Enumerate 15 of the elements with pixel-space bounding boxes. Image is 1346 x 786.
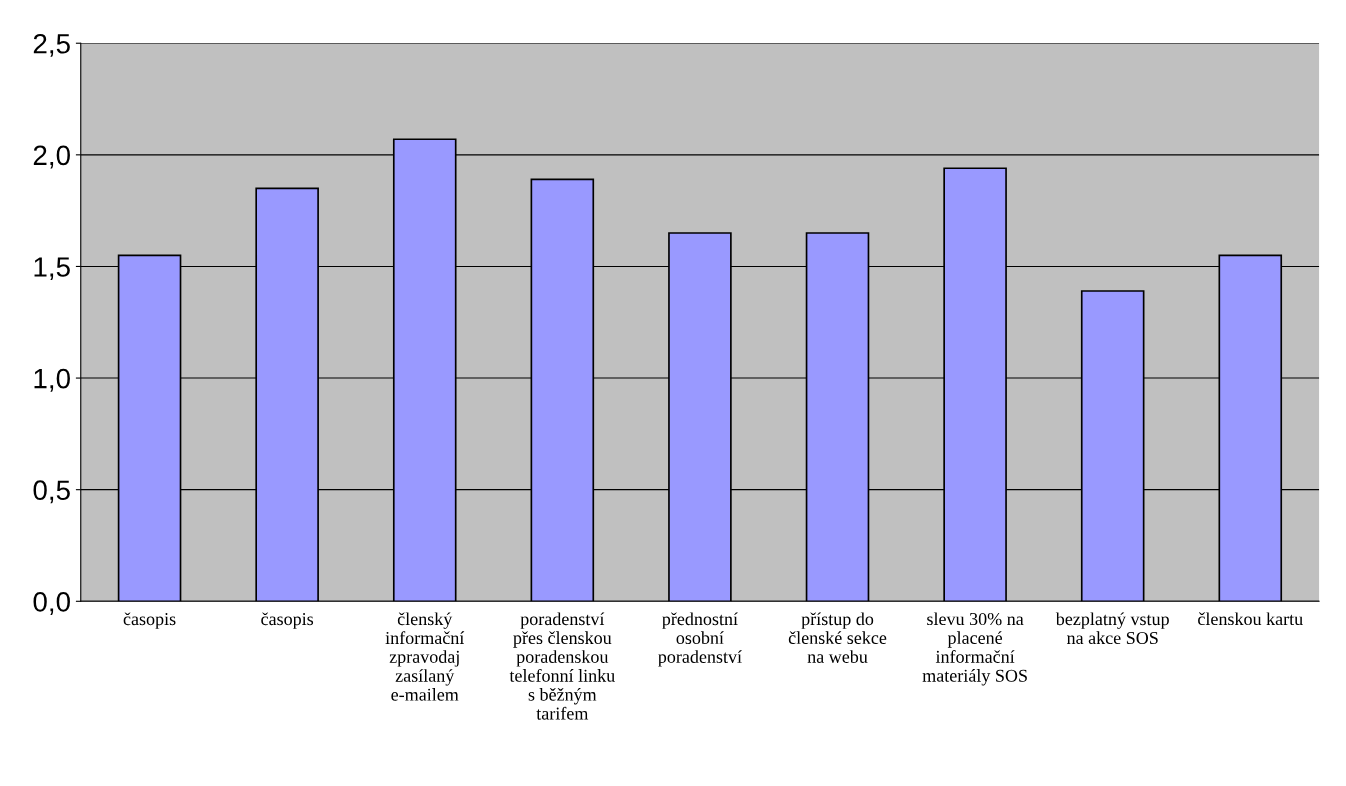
y-tick-label: 2,5 (33, 33, 70, 57)
x-tick-label: přístup do členské sekce na webu (788, 612, 887, 663)
x-tick-label: slevu 30% na placené informační materiály SOS (922, 612, 1027, 686)
x-tick-label: členský informační zpravodaj zasílaný e-mailem (385, 612, 465, 701)
y-tick-label: 1,5 (34, 257, 70, 281)
y-tick-label: 1,0 (34, 368, 70, 392)
y-tick-label: 0,5 (33, 480, 70, 504)
x-tick-label: poradenství přes členskou poradenskou telefonní linku s běžným tarifem (509, 612, 615, 720)
x-tick-label: bezplatný vstup na akce SOS (1055, 612, 1169, 645)
y-tick-label: 2,0 (33, 145, 70, 169)
x-tick-label: časopis (123, 612, 176, 629)
x-tick-label: členskou kartu (1198, 612, 1303, 626)
x-tick-label: časopis (261, 612, 314, 629)
x-tick-label: přednostní osobní poradenství (658, 612, 742, 667)
y-tick-label: 0,0 (33, 591, 70, 615)
